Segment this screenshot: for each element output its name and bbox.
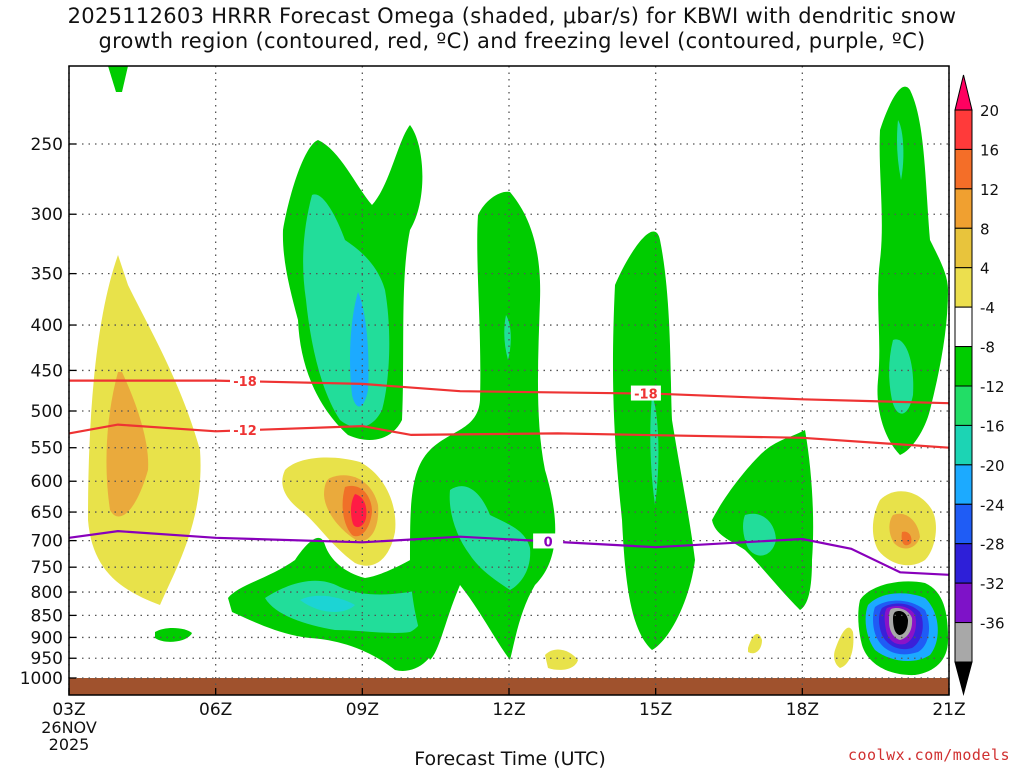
y-tick-label-850: 850: [31, 606, 63, 626]
contour-label--12-0: -12: [233, 424, 257, 439]
omega-region-minus12-20z-upper: [897, 120, 904, 180]
colorbar-cap-bottom: [954, 661, 973, 696]
colorbar-swatch-7: [954, 346, 973, 387]
omega-shading: [69, 66, 949, 695]
colorbar-label-12: 12: [980, 181, 999, 199]
x-tick-sublabel-26NOV: 26NOV: [41, 718, 97, 737]
x-tick-label-21Z: 21Z: [932, 700, 965, 720]
colorbar-label--16: -16: [980, 417, 1005, 435]
omega-region-minus4-top: [108, 66, 128, 92]
colorbar-label--24: -24: [980, 496, 1005, 514]
omega-region-minus36-20z: [893, 610, 908, 635]
omega-region-minus12-15z: [650, 395, 659, 505]
colorbar-swatch-8: [954, 385, 973, 426]
omega-region-plus8-left: [106, 372, 149, 517]
colorbar-label--4: -4: [980, 299, 995, 317]
colorbar-label--28: -28: [980, 536, 1005, 554]
colorbar-label-20: 20: [980, 102, 999, 120]
colorbar-label--36: -36: [980, 615, 1005, 633]
y-tick-label-500: 500: [31, 402, 63, 422]
credit-text: coolwx.com/models: [847, 746, 1010, 764]
x-tick-label-15Z: 15Z: [639, 700, 672, 720]
contour-label-bg--18-0: [230, 373, 260, 389]
colorbar-label-4: 4: [980, 260, 990, 278]
x-tick-label-09Z: 09Z: [346, 700, 379, 720]
colorbar-swatch-2: [954, 148, 973, 190]
y-tick-label-350: 350: [31, 265, 63, 285]
omega-region-minus8-small-left: [155, 627, 192, 642]
colorbar-swatch-5: [954, 267, 973, 308]
colorbar-label--8: -8: [980, 339, 995, 357]
colorbar-cap-top: [954, 74, 973, 111]
y-tick-label-250: 250: [31, 135, 63, 155]
contour-label-bg--18-1: [630, 385, 661, 401]
contour-lines: -18 -18 -12 0: [68, 373, 950, 576]
y-tick-label-550: 550: [31, 439, 63, 459]
chart-title-line-1: 2025112603 HRRR Forecast Omega (shaded, …: [67, 4, 957, 28]
omega-region-plus4-13z: [545, 649, 578, 670]
colorbar-label-16: 16: [980, 141, 999, 159]
colorbar-swatch-4: [954, 227, 973, 269]
contour-label-bg--12-0: [230, 422, 260, 438]
omega-region-minus12-20z-mid: [889, 339, 914, 414]
y-tick-label-300: 300: [31, 205, 63, 225]
omega-region-plus4-19z: [834, 627, 854, 668]
contour--12: [68, 423, 950, 449]
omega-region-minus12-17z: [743, 513, 776, 556]
x-axis-label: Forecast Time (UTC): [414, 748, 605, 768]
colorbar-swatch-12: [954, 543, 973, 584]
colorbar-label-8: 8: [980, 220, 990, 238]
colorbar-swatch-6: [954, 306, 973, 348]
colorbar-label--20: -20: [980, 457, 1005, 475]
y-tick-label-700: 700: [31, 532, 63, 552]
colorbar-swatch-11: [954, 503, 973, 545]
colorbar-swatch-10: [954, 464, 973, 505]
y-tick-label-800: 800: [31, 583, 63, 603]
y-tick-label-950: 950: [31, 649, 63, 669]
x-tick-sublabel-2025: 2025: [49, 735, 90, 754]
omega-region-minus16-09z-upper: [350, 292, 369, 407]
colorbar-label--32: -32: [980, 575, 1005, 593]
colorbar-swatch-3: [954, 188, 973, 229]
colorbar-swatch-13: [954, 582, 973, 624]
y-axis-ticks: 2503003504004505005506006507007508008509…: [20, 135, 76, 689]
colorbar: 20 16 12 8 4 -4 -8 -12 -16 -20 -24 -28 -32 -36: [954, 74, 1005, 696]
x-tick-label-18Z: 18Z: [786, 700, 819, 720]
omega-region-plus8-20z: [889, 513, 920, 549]
contour--18: [69, 379, 950, 405]
contour-label-0-0: 0: [544, 535, 553, 550]
x-tick-label-06Z: 06Z: [199, 700, 232, 720]
colorbar-label--12: -12: [980, 378, 1005, 396]
x-tick-label-03Z: 03Z: [52, 700, 85, 720]
omega-region-plus12-20z: [901, 531, 912, 546]
omega-region-minus16-09z-lower: [300, 595, 355, 612]
colorbar-swatch-14: [954, 622, 973, 663]
contour-label-bg-0-0: [533, 533, 564, 549]
y-tick-label-600: 600: [31, 472, 63, 492]
chart-title-line-2: growth region (contoured, red, ºC) and f…: [98, 29, 926, 53]
colorbar-swatch-9: [954, 424, 973, 466]
terrain-strip: [69, 678, 949, 695]
y-tick-label-1000: 1000: [20, 669, 63, 689]
contour-label--18-1: -18: [634, 388, 658, 403]
omega-region-plus4-left: [88, 255, 201, 605]
y-tick-label-450: 450: [31, 361, 63, 381]
y-tick-label-650: 650: [31, 503, 63, 523]
contour-label--18-0: -18: [233, 375, 257, 390]
y-tick-label-400: 400: [31, 316, 63, 336]
y-tick-label-750: 750: [31, 558, 63, 578]
omega-region-plus4-17z: [748, 633, 762, 654]
colorbar-swatch-1: [954, 109, 973, 150]
x-tick-label-12Z: 12Z: [492, 700, 525, 720]
y-tick-label-900: 900: [31, 628, 63, 648]
